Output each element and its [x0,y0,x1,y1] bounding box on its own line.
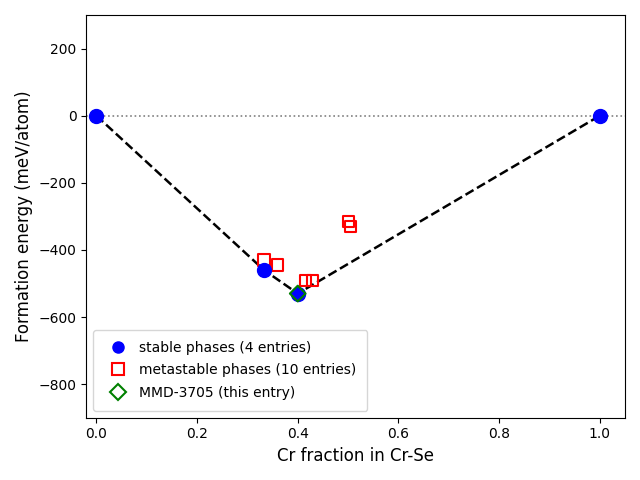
Point [300,276,310,284]
Legend: stable phases (4 entries), metastable phases (10 entries), MMD-3705 (this entry): stable phases (4 entries), metastable ph… [93,330,367,411]
Point [292,290,303,298]
Point [308,276,318,284]
Y-axis label: Formation energy (meV/atom): Formation energy (meV/atom) [15,91,33,342]
Point [292,290,303,298]
Point [259,266,269,274]
Point [273,261,283,269]
Point [595,112,605,120]
Point [92,112,102,120]
Point [346,223,356,230]
X-axis label: Cr fraction in Cr-Se: Cr fraction in Cr-Se [277,447,434,465]
Point [259,256,269,264]
Point [343,217,353,225]
